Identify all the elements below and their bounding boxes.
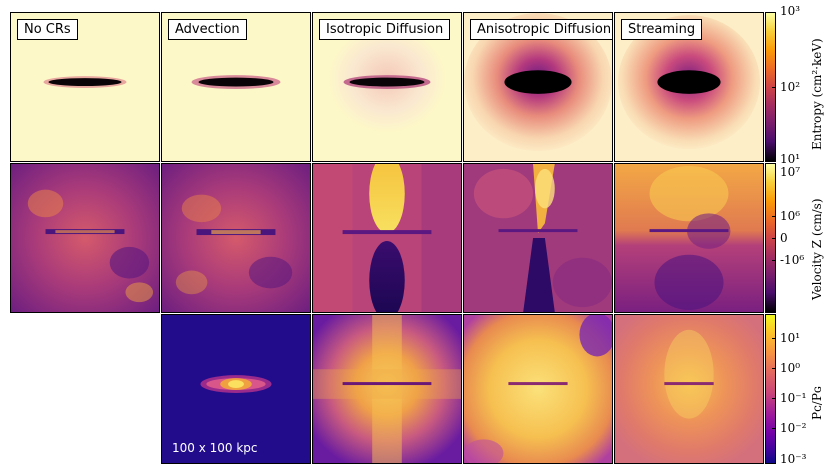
colorbar-velocity-tick-max: 10⁷ xyxy=(780,165,801,179)
colorbar-entropy-tick-max: 10³ xyxy=(780,4,801,18)
colorbar-tick xyxy=(772,338,776,339)
panel-pressure-anisotropic xyxy=(463,314,613,464)
panel-entropy-anisotropic: Anisotropic Diffusion xyxy=(463,12,613,162)
colorbar-pressure-ratio xyxy=(765,314,776,464)
colorbar-velocity-tick-neg: -10⁶ xyxy=(780,253,805,267)
panel-velocity-isotropic xyxy=(312,163,462,313)
entropy-map-advection xyxy=(191,75,281,89)
colorbar-tick xyxy=(772,216,776,217)
panel-entropy-no-crs: No CRs xyxy=(10,12,160,162)
panel-velocity-streaming xyxy=(614,163,764,313)
colorbar-tick xyxy=(772,260,776,261)
panel-pressure-streaming xyxy=(614,314,764,464)
colorbar-entropy-tick-mid: 10² xyxy=(780,80,801,94)
colorbar-tick xyxy=(772,87,776,88)
colorbar-pressure-label: Pᴄ/Pɢ xyxy=(810,386,824,420)
colorbar-velocity-tick-zero: 0 xyxy=(780,231,788,245)
column-title-no-crs: No CRs xyxy=(17,19,78,40)
colorbar-pressure-tick-4: 10⁻² xyxy=(780,421,807,435)
colorbar-tick xyxy=(772,428,776,429)
pressure-map-isotropic xyxy=(313,315,461,463)
column-title-advection: Advection xyxy=(168,19,247,40)
panel-entropy-advection: Advection xyxy=(161,12,311,162)
colorbar-pressure-tick-3: 10⁻¹ xyxy=(780,391,807,405)
pressure-map-anisotropic xyxy=(464,315,612,463)
colorbar-tick xyxy=(772,238,776,239)
panel-velocity-anisotropic xyxy=(463,163,613,313)
panel-entropy-isotropic: Isotropic Diffusion xyxy=(312,12,462,162)
pressure-map-advection xyxy=(162,315,310,463)
velocity-map-advection xyxy=(162,164,310,312)
panel-velocity-no-crs xyxy=(10,163,160,313)
pressure-map-streaming xyxy=(615,315,763,463)
column-title-isotropic: Isotropic Diffusion xyxy=(319,19,451,40)
colorbar-entropy-label: Entropy (cm²·keV) xyxy=(810,38,824,150)
panel-pressure-isotropic xyxy=(312,314,462,464)
velocity-map-no-crs xyxy=(11,164,159,312)
colorbar-pressure-tick-2: 10⁰ xyxy=(780,361,801,375)
velocity-map-anisotropic xyxy=(464,164,612,312)
column-title-streaming: Streaming xyxy=(621,19,703,40)
colorbar-pressure-tick-5: 10⁻³ xyxy=(780,452,807,466)
colorbar-velocity-tick-2: 10⁶ xyxy=(780,209,801,223)
column-title-anisotropic: Anisotropic Diffusion xyxy=(470,19,612,40)
scale-label: 100 x 100 kpc xyxy=(172,441,258,455)
velocity-map-isotropic xyxy=(313,164,461,312)
colorbar-velocity-label: Velocity Z (cm/s) xyxy=(810,198,824,300)
colorbar-entropy-tick-min: 10¹ xyxy=(780,152,801,166)
colorbar-tick xyxy=(772,368,776,369)
colorbar-pressure-tick-1: 10¹ xyxy=(780,331,801,345)
panel-velocity-advection xyxy=(161,163,311,313)
panel-pressure-advection: 100 x 100 kpc xyxy=(161,314,311,464)
velocity-map-streaming xyxy=(615,164,763,312)
colorbar-tick xyxy=(772,398,776,399)
entropy-map-no-crs xyxy=(43,76,127,88)
panel-entropy-streaming: Streaming xyxy=(614,12,764,162)
